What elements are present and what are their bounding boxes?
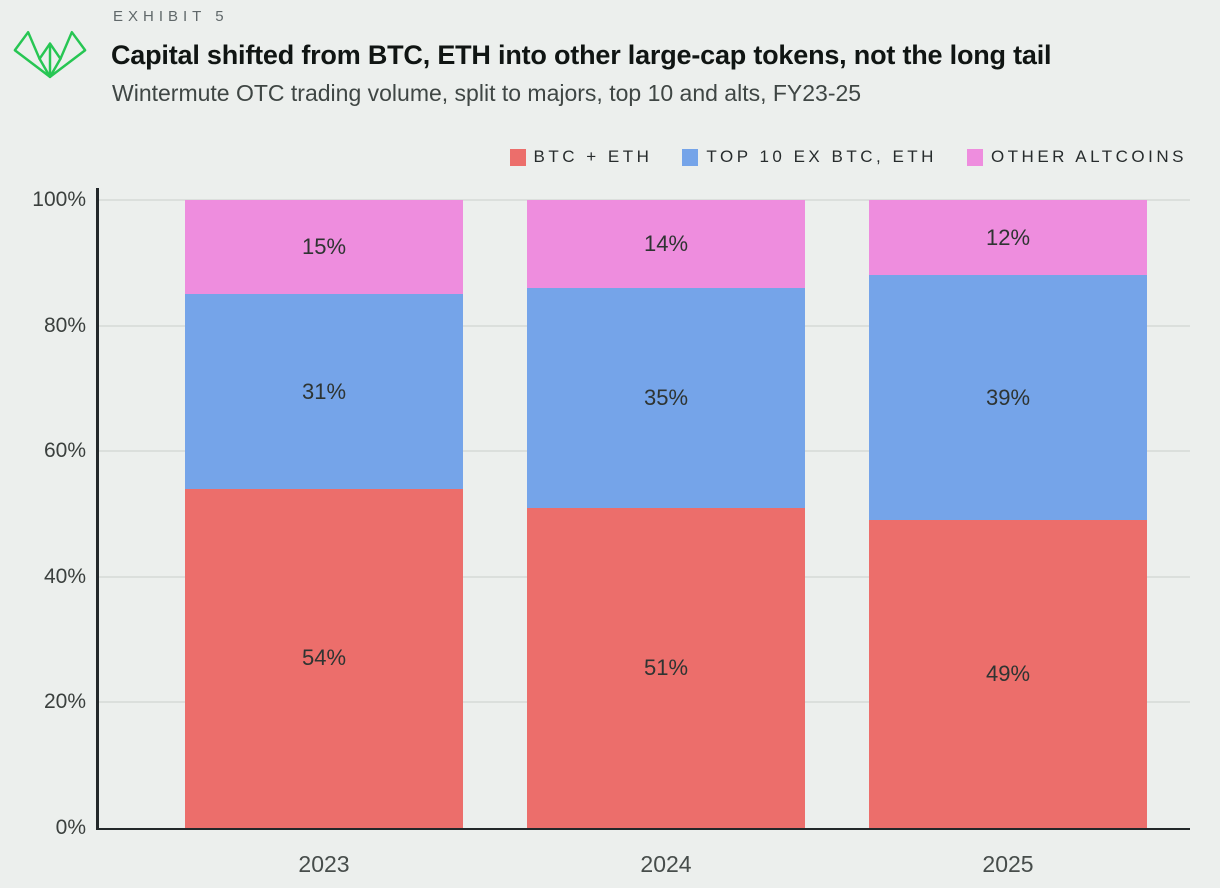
bar-segment-value: 51% (643, 654, 689, 680)
bar-2023: 54% 31% 15% (185, 200, 463, 828)
gridline-100 (99, 199, 1190, 201)
y-tick-label: 100% (32, 188, 86, 211)
legend-swatch-icon (966, 148, 983, 166)
bar-segment: 15% (185, 200, 463, 295)
bar-segment-value: 14% (643, 230, 689, 256)
bar-segment-value: 54% (301, 645, 347, 671)
page-title: Capital shifted from BTC, ETH into other… (111, 40, 1052, 70)
bar-2024: 51% 35% 14% (527, 200, 805, 828)
bar-segment-value: 12% (985, 224, 1031, 250)
y-tick-label: 20% (43, 690, 86, 714)
wintermute-logo-icon (13, 30, 87, 79)
bar-segment-value: 31% (301, 378, 347, 404)
legend-swatch-icon (509, 148, 526, 166)
bar-segment: 51% (527, 507, 805, 828)
legend-item: OTHER ALTCOINS (966, 147, 1187, 167)
y-tick-label: 60% (43, 439, 86, 463)
x-tick-label: 2023 (298, 851, 350, 877)
legend-label: BTC + ETH (533, 147, 653, 166)
bar-segment-value: 35% (643, 384, 689, 410)
legend-item: TOP 10 EX BTC, ETH (682, 147, 937, 167)
legend-swatch-icon (682, 148, 699, 166)
bar-segment: 31% (185, 294, 463, 489)
bar-segment-value: 15% (301, 234, 347, 260)
y-tick-label: 40% (43, 564, 86, 588)
bar-segment: 12% (869, 200, 1147, 276)
y-tick-label: 0% (55, 816, 86, 839)
page-subtitle: Wintermute OTC trading volume, split to … (112, 80, 862, 106)
chart-legend: BTC + ETH TOP 10 EX BTC, ETH OTHER ALTCOIN… (509, 147, 1187, 167)
bar-segment-value: 49% (985, 661, 1031, 687)
legend-label: OTHER ALTCOINS (990, 147, 1187, 166)
bar-segment: 35% (527, 287, 805, 508)
legend-item: BTC + ETH (509, 147, 653, 167)
y-axis-line (96, 188, 99, 830)
x-axis-line (96, 827, 1190, 830)
y-tick-label: 80% (43, 313, 86, 337)
bar-2025: 49% 39% 12% (869, 200, 1147, 828)
bar-segment: 54% (185, 488, 463, 828)
bar-segment: 39% (869, 275, 1147, 521)
x-tick-label: 2024 (640, 851, 692, 877)
bar-segment-value: 39% (985, 384, 1031, 410)
x-tick-label: 2025 (982, 851, 1034, 877)
legend-label: TOP 10 EX BTC, ETH (706, 147, 937, 166)
bar-segment: 49% (869, 520, 1147, 828)
exhibit-label: EXHIBIT 5 (113, 8, 229, 25)
bar-segment: 14% (527, 200, 805, 288)
